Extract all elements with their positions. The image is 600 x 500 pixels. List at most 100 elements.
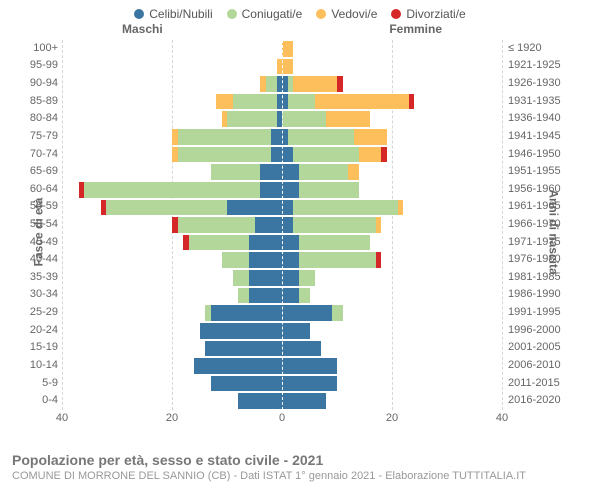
birth-year-label: 1951-1955 [508,165,561,177]
bar-segment-married [299,252,376,268]
female-bar [282,94,414,110]
age-label: 50-54 [20,218,58,230]
male-bar [194,358,282,374]
female-bar [282,323,310,339]
bar-segment-single [282,288,299,304]
female-bar [282,358,337,374]
male-bar [211,376,283,392]
female-bar [282,341,321,357]
female-bar [282,129,387,145]
bar-segment-married [233,94,277,110]
female-bar [282,270,315,286]
birth-year-label: 1946-1950 [508,148,561,160]
bar-segment-married [233,270,250,286]
bar-segment-married [189,235,250,251]
bar-segment-married [293,147,359,163]
bar-segment-widowed [293,76,337,92]
legend-label: Coniugati/e [242,7,303,21]
age-label: 95-99 [20,59,58,71]
male-bar [172,147,282,163]
birth-year-label: 1936-1940 [508,112,561,124]
legend-swatch [316,9,326,19]
birth-year-label: 1991-1995 [508,306,561,318]
bar-segment-single [282,182,299,198]
male-bar [238,393,282,409]
age-label: 55-59 [20,200,58,212]
birth-year-label: 1931-1935 [508,95,561,107]
bar-segment-single [282,252,299,268]
chart-subtitle: COMUNE DI MORRONE DEL SANNIO (CB) - Dati… [12,470,588,482]
age-label: 20-24 [20,324,58,336]
bar-segment-single [282,341,321,357]
legend-swatch [227,9,237,19]
bar-segment-single [260,182,282,198]
x-tick-label: 20 [386,412,398,424]
male-bar [260,76,282,92]
gridline [502,40,503,410]
birth-year-label: 1996-2000 [508,324,561,336]
birth-year-label: 1971-1975 [508,236,561,248]
bar-segment-widowed [359,147,381,163]
birth-year-label: 1941-1945 [508,130,561,142]
bar-segment-married [299,235,371,251]
plot-area [62,40,502,410]
x-tick-label: 40 [496,412,508,424]
male-bar [222,111,283,127]
male-bar [172,129,282,145]
birth-year-label: 1926-1930 [508,77,561,89]
center-line [282,40,283,410]
bar-segment-married [178,147,272,163]
female-bar [282,252,381,268]
bar-segment-divorced [337,76,343,92]
chart-title: Popolazione per età, sesso e stato civil… [12,452,588,468]
bar-segment-single [238,393,282,409]
female-bar [282,376,337,392]
birth-year-label: 1981-1985 [508,271,561,283]
birth-year-label: 1961-1965 [508,200,561,212]
bar-segment-married [211,164,261,180]
female-bar [282,217,381,233]
bar-segment-widowed [354,129,387,145]
birth-year-label: 2016-2020 [508,394,561,406]
female-bar [282,288,310,304]
male-bar [233,270,283,286]
x-axis: 402002040 [62,412,502,430]
bar-segment-married [299,182,360,198]
column-headers: Maschi Femmine [62,22,502,40]
female-bar [282,76,343,92]
male-bar [205,305,282,321]
age-label: 75-79 [20,130,58,142]
bar-segment-married [238,288,249,304]
bar-segment-married [178,129,272,145]
male-bar [172,217,282,233]
bar-segment-single [211,376,283,392]
bar-segment-single [282,323,310,339]
age-label: 70-74 [20,148,58,160]
x-tick-label: 40 [56,412,68,424]
age-label: 30-34 [20,288,58,300]
birth-year-label: 2006-2010 [508,359,561,371]
bar-segment-widowed [216,94,233,110]
bar-segment-single [211,305,283,321]
legend: Celibi/NubiliConiugati/eVedovi/eDivorzia… [0,0,600,22]
female-bar [282,41,293,57]
age-label: 15-19 [20,341,58,353]
legend-swatch [134,9,144,19]
bar-segment-divorced [409,94,415,110]
legend-label: Celibi/Nubili [149,7,212,21]
bar-segment-single [282,200,293,216]
bar-segment-married [222,252,250,268]
age-label: 60-64 [20,183,58,195]
bar-segment-married [293,217,376,233]
population-pyramid: Maschi Femmine Fasce di età Anni di nasc… [0,22,600,442]
female-bar [282,200,403,216]
birth-year-label: 2001-2005 [508,341,561,353]
age-label: 85-89 [20,95,58,107]
bar-segment-widowed [282,59,293,75]
x-tick-label: 0 [279,412,285,424]
bar-segment-married [227,111,277,127]
age-label: 35-39 [20,271,58,283]
male-bar [222,252,283,268]
bar-segment-divorced [376,252,382,268]
bar-segment-married [299,164,349,180]
